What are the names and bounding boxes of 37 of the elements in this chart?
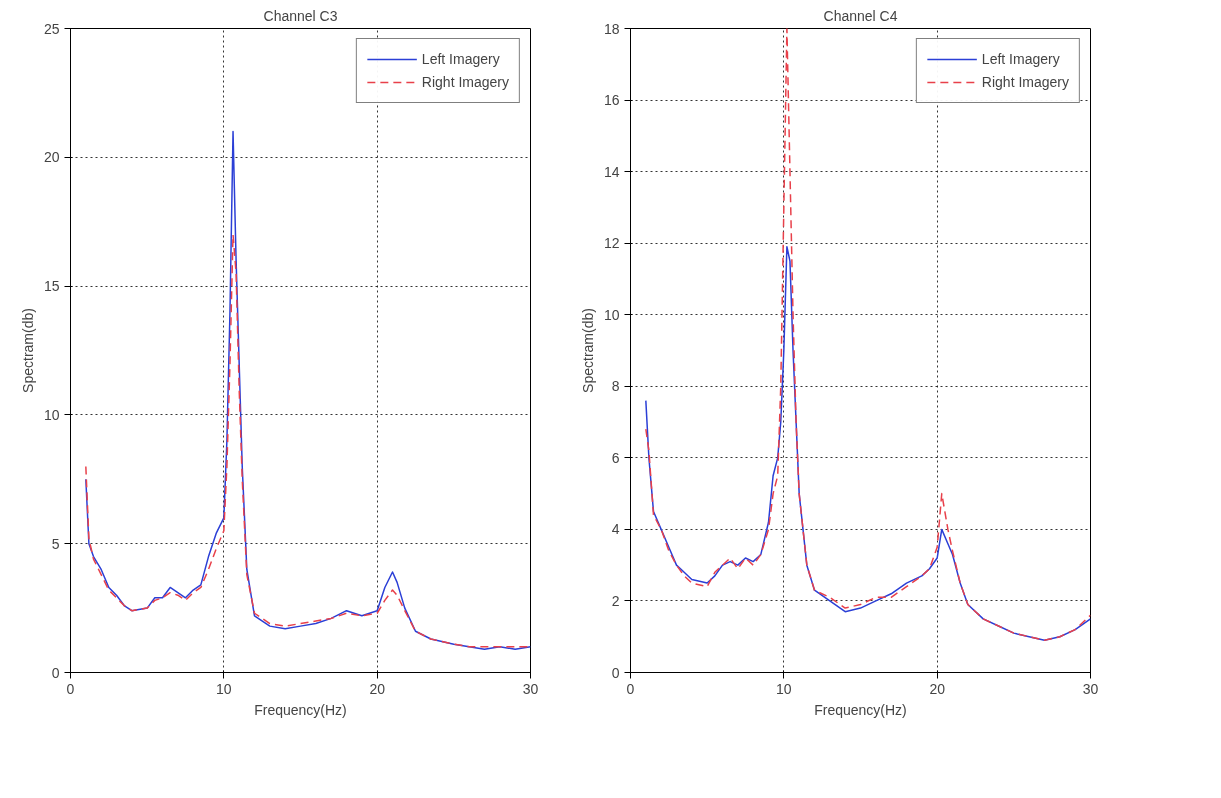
x-axis-title: Frequency(Hz) [254, 701, 347, 718]
chart-title: Channel C4 [823, 7, 898, 24]
line-series [645, 28, 1091, 642]
y-tick-label: 16 [603, 92, 620, 109]
y-tick-label: 14 [603, 163, 620, 180]
y-axis-title: Spectram(db) [19, 308, 36, 393]
y-tick-label: 10 [43, 406, 60, 423]
legend-label: Left Imagery [981, 51, 1060, 67]
x-axis-title: Frequency(Hz) [814, 701, 907, 718]
y-tick-label: 2 [611, 592, 620, 609]
y-tick-label: 8 [611, 378, 620, 395]
x-tick-label: 20 [929, 680, 946, 697]
y-tick-label: 4 [611, 521, 620, 538]
chart-title: Channel C3 [263, 7, 338, 24]
y-tick-label: 0 [611, 664, 620, 681]
legend-label: Left Imagery [421, 51, 500, 67]
y-tick-label: 6 [611, 449, 620, 466]
legend-label: Right Imagery [981, 74, 1069, 90]
x-tick-label: 0 [626, 680, 635, 697]
line-series [85, 130, 531, 651]
line-series [645, 245, 1091, 642]
y-tick-label: 10 [603, 306, 620, 323]
y-tick-label: 12 [603, 235, 620, 252]
y-tick-label: 15 [43, 278, 60, 295]
y-tick-label: 18 [603, 20, 620, 37]
y-axis-title: Spectram(db) [579, 308, 596, 393]
y-tick-label: 5 [51, 535, 60, 552]
x-tick-label: 0 [66, 680, 75, 697]
x-tick-label: 10 [216, 680, 232, 697]
x-tick-label: 20 [369, 680, 386, 697]
y-tick-label: 0 [51, 664, 60, 681]
x-tick-label: 30 [1082, 680, 1099, 697]
x-tick-label: 10 [776, 680, 792, 697]
x-tick-label: 30 [522, 680, 539, 697]
legend-label: Right Imagery [421, 74, 509, 90]
y-tick-label: 25 [43, 20, 60, 37]
y-tick-label: 20 [43, 149, 60, 166]
